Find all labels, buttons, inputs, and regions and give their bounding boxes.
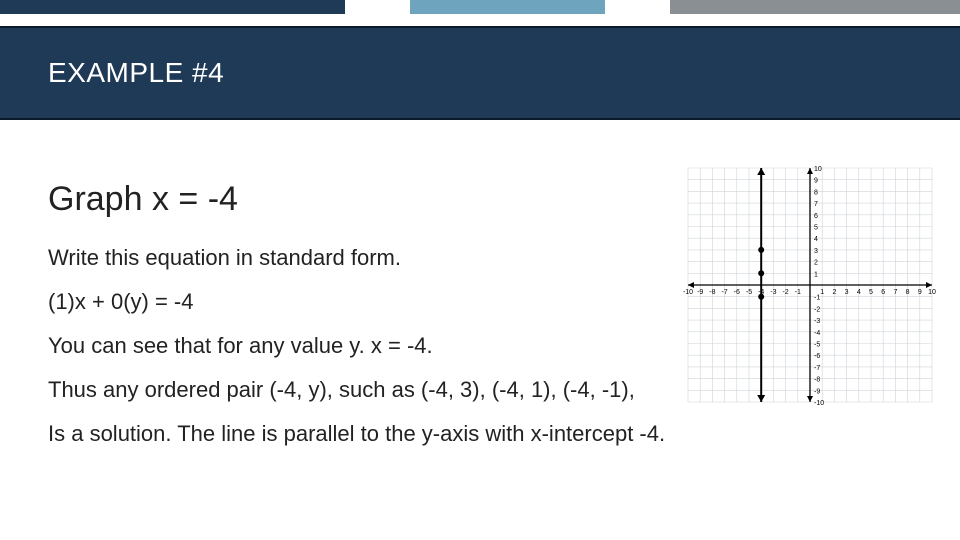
svg-text:-7: -7 <box>814 365 820 372</box>
svg-text:-6: -6 <box>814 353 820 360</box>
svg-text:-1: -1 <box>795 289 801 296</box>
svg-text:5: 5 <box>869 289 873 296</box>
svg-text:1: 1 <box>814 271 818 278</box>
svg-text:7: 7 <box>893 289 897 296</box>
svg-text:-8: -8 <box>814 377 820 384</box>
svg-text:3: 3 <box>814 248 818 255</box>
svg-text:5: 5 <box>814 225 818 232</box>
top-accent-bar <box>0 0 960 14</box>
svg-text:-5: -5 <box>746 289 752 296</box>
svg-text:-4: -4 <box>814 330 820 337</box>
svg-text:1: 1 <box>820 289 824 296</box>
svg-text:10: 10 <box>928 289 936 296</box>
svg-text:4: 4 <box>814 236 818 243</box>
svg-text:6: 6 <box>814 213 818 220</box>
svg-text:2: 2 <box>832 289 836 296</box>
svg-text:4: 4 <box>857 289 861 296</box>
svg-text:3: 3 <box>845 289 849 296</box>
svg-text:9: 9 <box>918 289 922 296</box>
svg-text:-2: -2 <box>782 289 788 296</box>
svg-text:-5: -5 <box>814 342 820 349</box>
slide-title: EXAMPLE #4 <box>48 57 224 89</box>
svg-text:-7: -7 <box>721 289 727 296</box>
svg-text:7: 7 <box>814 201 818 208</box>
svg-text:-1: -1 <box>814 295 820 302</box>
accent-segment <box>345 0 410 14</box>
coordinate-graph: -10-9-8-7-6-5-4-3-2-112345678910-10-9-8-… <box>680 160 940 410</box>
svg-text:6: 6 <box>881 289 885 296</box>
body-line: Is a solution. The line is parallel to t… <box>48 417 912 451</box>
svg-text:10: 10 <box>814 166 822 173</box>
svg-text:-9: -9 <box>814 388 820 395</box>
svg-text:2: 2 <box>814 260 818 267</box>
accent-segment <box>670 0 960 14</box>
accent-segment <box>605 0 670 14</box>
accent-segment <box>0 0 345 14</box>
svg-text:-3: -3 <box>770 289 776 296</box>
svg-text:-8: -8 <box>709 289 715 296</box>
svg-text:-9: -9 <box>697 289 703 296</box>
svg-text:-3: -3 <box>814 318 820 325</box>
svg-text:-10: -10 <box>814 400 824 407</box>
svg-text:8: 8 <box>814 189 818 196</box>
svg-text:-6: -6 <box>734 289 740 296</box>
svg-text:8: 8 <box>906 289 910 296</box>
svg-text:9: 9 <box>814 178 818 185</box>
header-band: EXAMPLE #4 <box>0 26 960 120</box>
svg-text:-10: -10 <box>683 289 693 296</box>
accent-segment <box>410 0 605 14</box>
svg-text:-2: -2 <box>814 306 820 313</box>
